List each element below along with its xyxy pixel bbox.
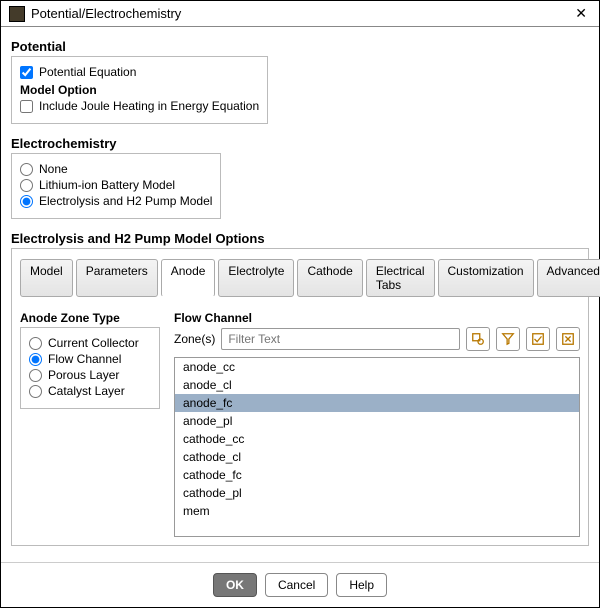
filter-options-icon[interactable] <box>496 327 520 351</box>
electrochem-group: None Lithium-ion Battery Model Electroly… <box>11 153 221 219</box>
electrochem-heading: Electrochemistry <box>11 136 589 151</box>
azone-label-catalyst: Catalyst Layer <box>48 384 125 398</box>
pump-options-panel: ModelParametersAnodeElectrolyteCathodeEl… <box>11 248 589 546</box>
tab-customization[interactable]: Customization <box>438 259 534 297</box>
dialog-footer: OK Cancel Help <box>1 562 599 607</box>
echem-label-h2pump: Electrolysis and H2 Pump Model <box>39 194 212 208</box>
anode-zone-heading: Anode Zone Type <box>20 311 160 325</box>
pump-heading: Electrolysis and H2 Pump Model Options <box>11 231 589 246</box>
window-title: Potential/Electrochemistry <box>31 6 571 21</box>
echem-radio-h2pump[interactable] <box>20 195 33 208</box>
echem-label-none: None <box>39 162 68 176</box>
tab-model[interactable]: Model <box>20 259 73 297</box>
list-item[interactable]: anode_cc <box>175 358 579 376</box>
potential-group: Potential Equation Model Option Include … <box>11 56 268 124</box>
joule-heating-checkbox[interactable] <box>20 100 33 113</box>
help-button[interactable]: Help <box>336 573 387 597</box>
tab-anode[interactable]: Anode <box>161 259 216 297</box>
close-icon[interactable]: ✕ <box>571 5 591 22</box>
tab-cathode[interactable]: Cathode <box>297 259 362 297</box>
cancel-button[interactable]: Cancel <box>265 573 328 597</box>
azone-label-flow: Flow Channel <box>48 352 121 366</box>
azone-radio-catalyst[interactable] <box>29 385 42 398</box>
potential-equation-label: Potential Equation <box>39 65 136 79</box>
azone-label-collector: Current Collector <box>48 336 139 350</box>
list-item[interactable]: cathode_pl <box>175 484 579 502</box>
tab-electrical-tabs[interactable]: Electrical Tabs <box>366 259 435 297</box>
azone-radio-collector[interactable] <box>29 337 42 350</box>
list-item[interactable]: anode_cl <box>175 376 579 394</box>
select-all-icon[interactable] <box>526 327 550 351</box>
potential-equation-checkbox[interactable] <box>20 66 33 79</box>
anode-zone-group: Current Collector Flow Channel Porous La… <box>20 327 160 409</box>
zone-filter-input[interactable] <box>221 328 460 350</box>
deselect-all-icon[interactable] <box>556 327 580 351</box>
joule-heating-label: Include Joule Heating in Energy Equation <box>39 99 259 113</box>
tab-bar: ModelParametersAnodeElectrolyteCathodeEl… <box>20 259 580 297</box>
azone-label-porous: Porous Layer <box>48 368 119 382</box>
filter-toggle-icon[interactable] <box>466 327 490 351</box>
list-item[interactable]: anode_fc <box>175 394 579 412</box>
dialog-window: Potential/Electrochemistry ✕ Potential P… <box>0 0 600 608</box>
echem-radio-none[interactable] <box>20 163 33 176</box>
list-item[interactable]: cathode_fc <box>175 466 579 484</box>
azone-radio-flow[interactable] <box>29 353 42 366</box>
model-option-heading: Model Option <box>20 83 259 97</box>
azone-radio-porous[interactable] <box>29 369 42 382</box>
potential-heading: Potential <box>11 39 589 54</box>
dialog-content: Potential Potential Equation Model Optio… <box>1 27 599 562</box>
zones-label: Zone(s) <box>174 332 215 346</box>
ok-button[interactable]: OK <box>213 573 257 597</box>
titlebar: Potential/Electrochemistry ✕ <box>1 1 599 27</box>
tab-advanced[interactable]: Advanced <box>537 259 600 297</box>
zone-listbox[interactable]: anode_ccanode_clanode_fcanode_plcathode_… <box>174 357 580 537</box>
list-item[interactable]: mem <box>175 502 579 520</box>
list-item[interactable]: anode_pl <box>175 412 579 430</box>
app-icon <box>9 6 25 22</box>
list-item[interactable]: cathode_cl <box>175 448 579 466</box>
echem-radio-liion[interactable] <box>20 179 33 192</box>
list-item[interactable]: cathode_cc <box>175 430 579 448</box>
tab-parameters[interactable]: Parameters <box>76 259 158 297</box>
flow-channel-heading: Flow Channel <box>174 311 580 325</box>
tab-electrolyte[interactable]: Electrolyte <box>218 259 294 297</box>
echem-label-liion: Lithium-ion Battery Model <box>39 178 175 192</box>
